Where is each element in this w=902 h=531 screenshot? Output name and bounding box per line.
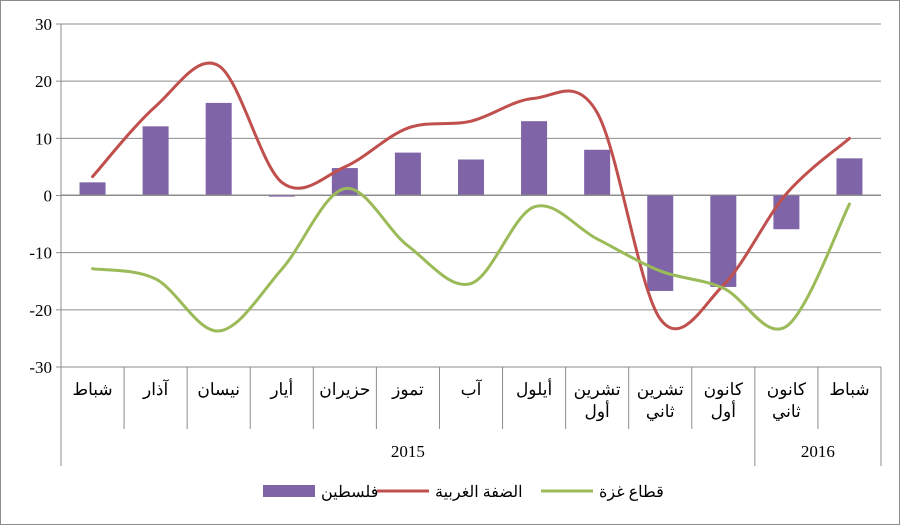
bar <box>268 195 295 197</box>
category-label: ثاني <box>646 402 675 421</box>
y-tick-label: 30 <box>35 15 52 34</box>
category-label: تشرين <box>637 380 684 400</box>
bar <box>458 159 484 196</box>
y-tick-label: -10 <box>29 244 52 263</box>
year-label: 2016 <box>801 442 835 461</box>
category-label: كانون <box>767 380 807 400</box>
category-label: كانون <box>704 380 744 400</box>
legend: فلسطين الضفة الغربية قطاع غزة <box>263 484 664 501</box>
y-tick-label: -30 <box>29 358 52 377</box>
bar <box>647 195 674 291</box>
bar <box>142 126 169 196</box>
bar <box>205 102 232 196</box>
series-line-westbank <box>91 61 851 331</box>
category-label: تشرين <box>574 380 621 400</box>
bar <box>394 152 421 196</box>
axis-layer <box>56 23 882 466</box>
category-label: أول <box>711 400 736 422</box>
legend-label-palestine: فلسطين <box>321 484 378 501</box>
bar <box>584 149 611 196</box>
legend-label-westbank: الضفة الغربية <box>435 484 523 501</box>
category-label: شباط <box>829 380 869 399</box>
category-label: أول <box>585 400 610 422</box>
category-label: حزيران <box>319 380 370 400</box>
series-line-gaza <box>91 187 851 333</box>
category-label: أيار <box>269 378 293 400</box>
year-label: 2015 <box>391 442 425 461</box>
y-tick-label: -20 <box>29 301 52 320</box>
category-label: تموز <box>391 380 424 400</box>
y-tick-label: 20 <box>35 72 52 91</box>
bar <box>773 195 800 230</box>
category-label: آب <box>461 378 483 399</box>
legend-label-gaza: قطاع غزة <box>599 484 664 501</box>
category-label: ثاني <box>772 402 801 421</box>
y-tick-label: 10 <box>35 129 52 148</box>
category-label: أيلول <box>516 378 552 400</box>
bar <box>521 121 548 196</box>
bar-layer <box>79 102 863 291</box>
category-label: شباط <box>72 380 112 399</box>
line-layer <box>91 61 851 333</box>
category-label: نيسان <box>197 380 240 399</box>
category-label: آذار <box>142 378 170 400</box>
bar <box>836 158 863 196</box>
legend-swatch-palestine <box>263 485 315 497</box>
y-tick-label: 0 <box>44 187 53 206</box>
bar <box>710 195 737 287</box>
label-layer: 30 20 10 0 -10 -20 -30 2015 2016 شباط آذار نيسان أيا… <box>29 15 869 461</box>
bar <box>79 182 106 196</box>
